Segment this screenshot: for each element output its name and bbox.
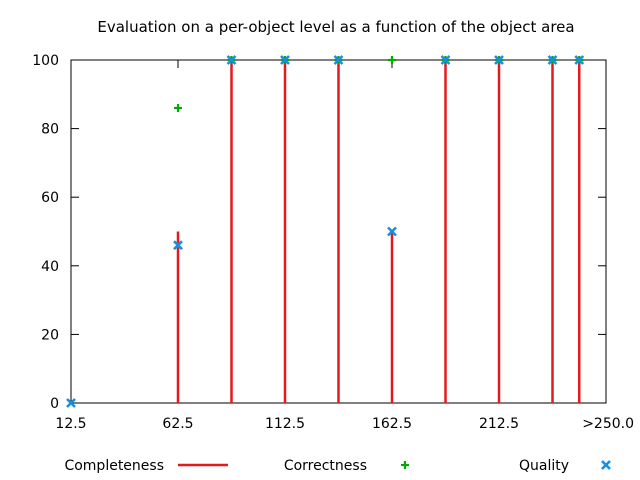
- x-tick-label: 212.5: [479, 416, 519, 432]
- correctness-point: [174, 104, 182, 113]
- correctness-point: [401, 461, 409, 469]
- y-axis: 0 20 40 60 80 100: [32, 53, 606, 412]
- y-tick-label: 60: [41, 190, 59, 206]
- quality-point: [387, 226, 397, 237]
- quality-point: [280, 55, 290, 65]
- data-points: [66, 55, 585, 408]
- quality-point: [173, 240, 183, 251]
- quality-point: [226, 55, 237, 65]
- completeness-impulses: [176, 60, 581, 403]
- quality-point: [494, 55, 504, 65]
- correctness-point: [388, 56, 396, 64]
- x-tick-label: 12.5: [55, 416, 86, 432]
- x-tick-label: >250.0: [582, 416, 634, 432]
- y-tick-label: 20: [41, 327, 59, 343]
- quality-point: [601, 460, 611, 470]
- quality-point: [547, 55, 558, 65]
- legend-label: Quality: [519, 458, 569, 474]
- legend-label: Completeness: [64, 458, 164, 474]
- y-tick-label: 80: [41, 122, 59, 138]
- quality-point: [574, 55, 585, 65]
- legend-label: Correctness: [284, 458, 367, 474]
- quality-point: [440, 55, 451, 65]
- quality-point: [333, 55, 344, 65]
- x-tick-label: 62.5: [162, 416, 193, 432]
- x-tick-label: 162.5: [372, 416, 412, 432]
- quality-point: [66, 398, 76, 408]
- y-tick-label: 0: [50, 396, 59, 412]
- y-tick-label: 40: [41, 259, 59, 275]
- x-axis: 12.5 62.5 112.5 162.5 212.5 >250.0: [55, 60, 634, 432]
- y-tick-label: 100: [32, 53, 59, 69]
- legend: Completeness Correctness Quality: [64, 458, 611, 474]
- x-tick-label: 112.5: [265, 416, 305, 432]
- chart-title: Evaluation on a per-object level as a fu…: [97, 18, 574, 36]
